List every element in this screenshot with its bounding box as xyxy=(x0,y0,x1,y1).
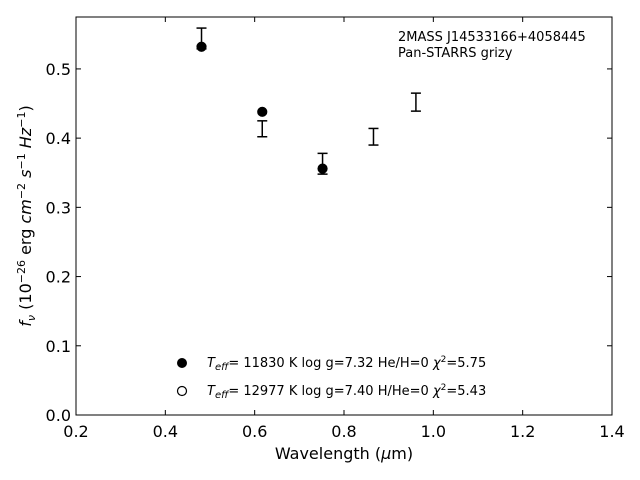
x-tick-label: 0.8 xyxy=(331,422,356,441)
observed-error-bars xyxy=(196,27,421,175)
y-tick-label: 0.3 xyxy=(46,198,71,217)
y-tick-label: 0.4 xyxy=(46,129,71,148)
y-tick-label: 0.2 xyxy=(46,268,71,287)
model-point-filled xyxy=(196,41,207,52)
error-bar xyxy=(257,120,268,138)
y-tick-label: 0.0 xyxy=(46,406,71,425)
x-tick-label: 0.6 xyxy=(242,422,267,441)
x-tick-label: 1.2 xyxy=(510,422,535,441)
error-bar xyxy=(410,92,421,112)
y-tick-label: 0.1 xyxy=(46,337,71,356)
model-point-filled xyxy=(257,106,268,117)
legend-entry-2: Teff= 12977 K log g=7.40 H/He=0 χ2=5.43 xyxy=(207,383,486,401)
x-tick-label: 0.2 xyxy=(63,422,88,441)
model-point-filled xyxy=(317,163,328,174)
legend: Teff= 11830 K log g=7.32 He/H=0 χ2=5.75 … xyxy=(176,355,486,401)
y-axis-label: fν (10−26 erg cm−2 s−1 Hz−1) xyxy=(15,105,38,326)
legend-marker-open xyxy=(176,385,188,397)
y-axis: 0.0 0.1 0.2 0.3 0.4 0.5 xyxy=(46,60,612,425)
annotation-line-1: 2MASS J14533166+4058445 xyxy=(398,30,586,45)
legend-entry-1: Teff= 11830 K log g=7.32 He/H=0 χ2=5.75 xyxy=(207,355,486,373)
model-points xyxy=(196,41,328,174)
x-tick-label: 1.0 xyxy=(421,422,446,441)
y-tick-label: 0.5 xyxy=(46,60,71,79)
x-axis: 0.2 0.4 0.6 0.8 1.0 1.2 1.4 xyxy=(63,17,625,441)
x-axis-label: Wavelength (μm) xyxy=(275,444,413,463)
error-bar xyxy=(368,127,379,146)
x-tick-label: 0.4 xyxy=(153,422,178,441)
x-tick-label: 1.4 xyxy=(599,422,624,441)
legend-marker-filled xyxy=(177,358,187,368)
annotation-line-2: Pan-STARRS grizy xyxy=(398,46,513,61)
